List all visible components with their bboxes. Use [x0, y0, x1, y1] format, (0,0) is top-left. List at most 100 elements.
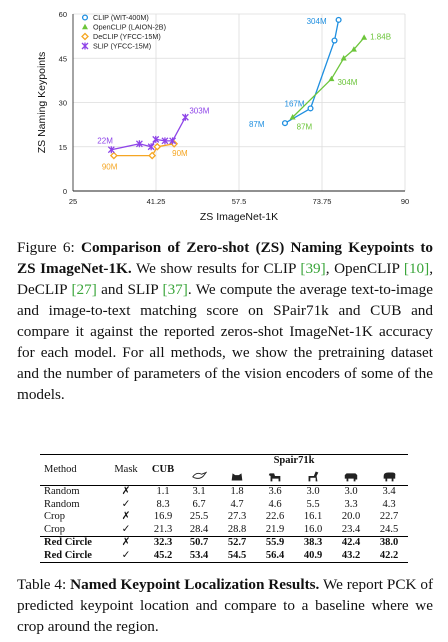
data-point	[340, 55, 347, 61]
x-tick-label: 25	[69, 197, 77, 206]
citation-link[interactable]: [37]	[162, 281, 188, 298]
mask-cell: ✗	[121, 511, 131, 522]
x-tick-label: 57.5	[232, 197, 247, 206]
value-cell: 1.1	[146, 485, 180, 499]
value-cell: 55.9	[256, 536, 294, 550]
value-cell: 28.8	[227, 523, 247, 535]
table-row: Crop ✗ 16.9 25.5 27.3 22.6 16.1 20.0 22.7	[40, 511, 408, 524]
header-cub: CUB	[151, 463, 175, 475]
legend-entry: SLIP (YFCC-15M)	[93, 42, 151, 51]
value-cell: 21.3	[153, 523, 173, 535]
table-row: Random ✓ 8.3 6.7 4.7 4.6 5.5 3.3 4.3	[40, 499, 408, 512]
value-cell: 28.4	[189, 523, 209, 535]
value-cell: 4.7	[230, 498, 244, 510]
mask-cell: ✓	[121, 523, 131, 535]
value-cell: 27.3	[227, 511, 247, 522]
header-method: Method	[44, 463, 77, 475]
table-title: Named Keypoint Localization Results.	[70, 576, 320, 593]
y-tick-label: 30	[59, 99, 67, 108]
series-line	[113, 143, 175, 157]
data-point	[148, 151, 157, 160]
series-line	[284, 19, 340, 124]
value-cell: 4.3	[382, 498, 396, 510]
value-cell: 8.3	[156, 498, 170, 510]
value-cell: 42.4	[332, 536, 370, 550]
bird-icon	[180, 468, 218, 486]
data-point	[328, 75, 335, 82]
table-row: Crop ✓ 21.3 28.4 28.8 21.9 16.0 23.4 24.5	[40, 524, 408, 537]
data-point	[107, 146, 115, 154]
value-cell: 52.7	[218, 536, 256, 550]
method-cell: Red Circle	[40, 549, 106, 563]
value-cell: 45.2	[146, 549, 180, 563]
data-point	[307, 105, 314, 112]
value-cell: 3.0	[332, 485, 370, 499]
results-table-container: Method Mask CUB Spair71k Random ✗ 1.1 3.1 1.…	[40, 454, 408, 563]
data-label: 167M	[285, 99, 305, 108]
table-caption: Table 4: Named Keypoint Localization Res…	[17, 576, 434, 635]
data-point	[152, 135, 160, 143]
x-tick-label: 90	[401, 197, 409, 206]
y-axis-label: ZS Naming Keypoints	[36, 52, 48, 154]
table-row: Random ✗ 1.1 3.1 1.8 3.6 3.0 3.0 3.4	[40, 485, 408, 499]
figure-caption: Figure 6: Comparison of Zero-shot (ZS) N…	[17, 239, 434, 403]
data-label: 304M	[337, 78, 357, 87]
dog-icon	[256, 468, 294, 486]
results-table: Method Mask CUB Spair71k Random ✗ 1.1 3.1 1.…	[40, 454, 408, 563]
table-label: Table 4:	[17, 576, 71, 593]
header-spair71k: Spair71k	[273, 455, 315, 466]
data-point	[81, 32, 89, 41]
y-tick-label: 60	[59, 10, 67, 19]
data-label: 90M	[172, 149, 188, 158]
value-cell: 4.6	[268, 498, 282, 510]
value-cell: 38.0	[370, 536, 408, 550]
citation-link[interactable]: [27]	[71, 281, 97, 298]
method-cell: Random	[40, 485, 106, 499]
data-point	[289, 114, 296, 120]
data-label: 87M	[249, 120, 265, 129]
value-cell: 3.3	[344, 498, 358, 510]
method-cell: Crop	[44, 523, 65, 535]
data-point	[153, 142, 162, 151]
value-cell: 16.9	[153, 511, 173, 522]
y-tick-label: 15	[59, 143, 67, 152]
data-point	[335, 16, 342, 23]
data-label: 303M	[189, 106, 209, 115]
method-cell: Random	[44, 498, 80, 510]
citation-link[interactable]: [10]	[403, 260, 430, 277]
value-cell: 42.2	[370, 549, 408, 563]
legend-entry: CLIP (WIT-400M)	[93, 13, 149, 22]
x-axis-label: ZS ImageNet-1K	[200, 211, 278, 223]
header-mask: Mask	[114, 463, 138, 475]
table-row: Red Circle ✓ 45.2 53.4 54.5 56.4 40.9 43.2 42.2	[40, 549, 408, 563]
method-cell: Crop	[44, 511, 65, 522]
value-cell: 38.3	[294, 536, 332, 550]
method-cell: Red Circle	[40, 536, 106, 550]
value-cell: 54.5	[218, 549, 256, 563]
value-cell: 25.5	[189, 511, 209, 522]
data-point	[81, 14, 89, 21]
data-point	[135, 140, 143, 148]
y-tick-label: 0	[63, 187, 67, 196]
data-label: 1.84B	[370, 33, 391, 42]
legend-entry: DeCLIP (YFCC-15M)	[93, 32, 161, 41]
value-cell: 43.2	[332, 549, 370, 563]
value-cell: 22.7	[379, 511, 399, 522]
data-label: 90M	[102, 163, 118, 172]
table-row: Red Circle ✗ 32.3 50.7 52.7 55.9 38.3 42.4 38.0	[40, 536, 408, 550]
horse-icon	[294, 468, 332, 486]
data-point	[161, 137, 169, 145]
mask-cell: ✗	[106, 485, 146, 499]
value-cell: 16.0	[303, 523, 323, 535]
figure-title: Comparison of Zero-shot (ZS) Naming Keyp…	[17, 239, 434, 277]
data-point	[350, 46, 357, 52]
value-cell: 3.1	[180, 485, 218, 499]
value-cell: 32.3	[146, 536, 180, 550]
data-point	[109, 151, 118, 160]
value-cell: 56.4	[256, 549, 294, 563]
figure-label: Figure 6:	[17, 239, 81, 256]
value-cell: 21.9	[265, 523, 285, 535]
data-point	[361, 34, 368, 40]
citation-link[interactable]: [39]	[300, 260, 326, 277]
data-label: 304M	[307, 17, 327, 26]
